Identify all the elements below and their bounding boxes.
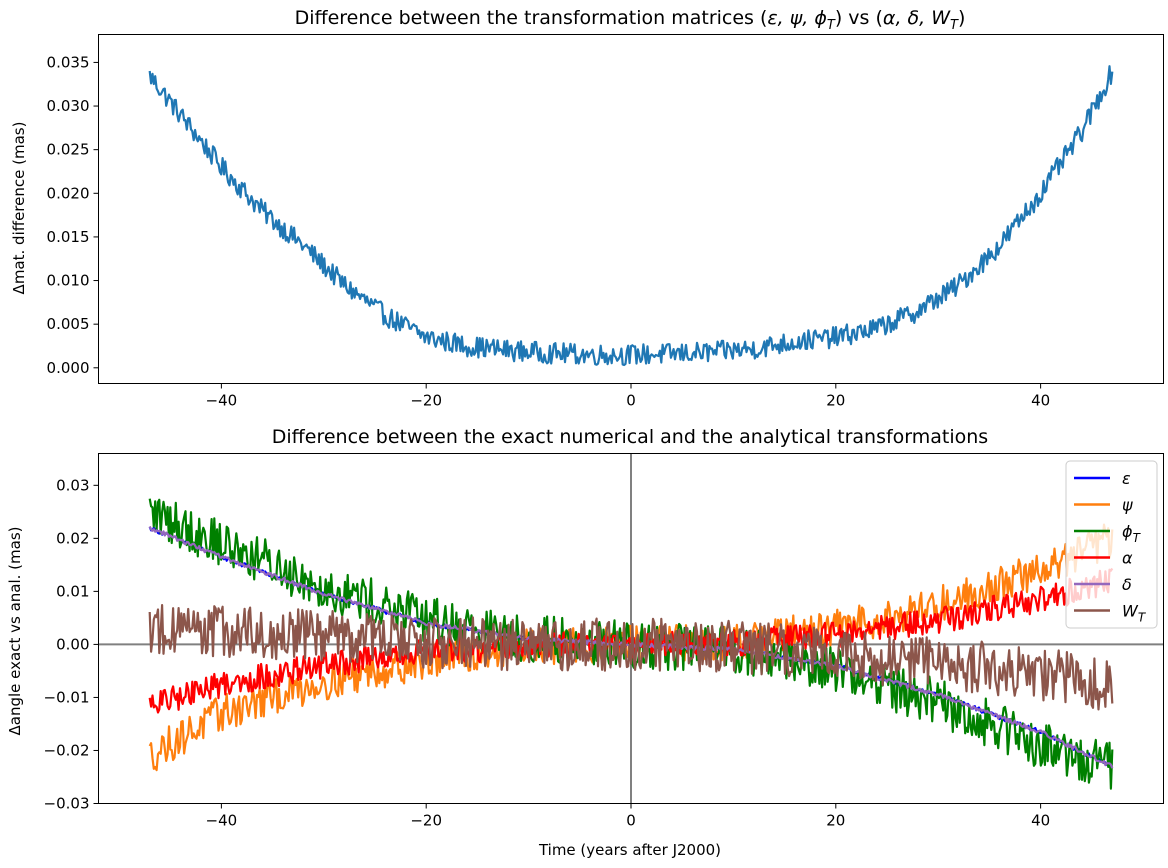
- y-tick-label: 0.020: [47, 184, 90, 202]
- legend-box: [1065, 460, 1158, 629]
- legend: εψ ϕT αδ WT: [1065, 460, 1158, 629]
- legend-label: ε: [1122, 469, 1131, 488]
- bottom-title: Difference between the exact numerical a…: [272, 426, 988, 448]
- y-tick-label: 0.010: [47, 272, 90, 290]
- legend-label: δ: [1122, 575, 1132, 594]
- series-line-5: [148, 604, 1114, 711]
- y-tick-label: 0.01: [56, 582, 89, 600]
- y-tick-label: 0.02: [56, 529, 89, 547]
- legend-label: ϕT: [1122, 522, 1142, 545]
- x-tick-label: −40: [206, 392, 238, 410]
- bottom-ylabel: Δangle exact vs anal. (mas): [6, 527, 24, 736]
- top-lines: [148, 65, 1114, 367]
- y-tick-label: 0.000: [47, 359, 90, 377]
- top-axes-frame: [98, 34, 1164, 384]
- top-title: Difference between the transformation ma…: [295, 7, 966, 33]
- panel-top: Difference between the transformation ma…: [10, 7, 1164, 410]
- y-tick-label: 0.030: [47, 97, 90, 115]
- x-tick-label: −20: [410, 812, 442, 830]
- series-line-matrix-difference: [148, 65, 1114, 367]
- x-tick-label: 0: [626, 812, 636, 830]
- bottom-axes-frame: [98, 453, 1164, 804]
- legend-label: ψ: [1122, 496, 1133, 515]
- legend-label: WT: [1122, 602, 1147, 625]
- y-tick-label: 0.025: [47, 141, 90, 159]
- x-tick-label: 20: [826, 392, 845, 410]
- y-tick-label: −0.01: [44, 688, 90, 706]
- bottom-ticks: −40 −20 0 20 40 −0.03 −0.02 −0.01 0.00 0.01 0.02 0.…: [44, 476, 1051, 829]
- y-tick-label: 0.005: [47, 315, 90, 333]
- x-tick-label: 20: [826, 812, 845, 830]
- top-ticks: −40 −20 0 20 40 0.000 0.005 0.010 0.015 0.020 0.02…: [47, 53, 1051, 409]
- x-tick-label: 40: [1031, 392, 1050, 410]
- x-tick-label: −20: [410, 392, 442, 410]
- y-tick-label: −0.02: [44, 741, 90, 759]
- x-tick-label: 40: [1031, 812, 1050, 830]
- y-tick-label: 0.00: [56, 635, 89, 653]
- y-tick-label: 0.03: [56, 476, 89, 494]
- x-tick-label: 0: [626, 392, 636, 410]
- legend-label: α: [1122, 549, 1133, 568]
- bottom-xlabel: Time (years after J2000): [538, 841, 721, 859]
- y-tick-label: 0.015: [47, 228, 90, 246]
- y-tick-label: −0.03: [44, 795, 90, 813]
- panel-bottom: Difference between the exact numerical a…: [6, 426, 1164, 859]
- top-ylabel: Δmat. difference (mas): [10, 122, 28, 295]
- x-tick-label: −40: [206, 812, 238, 830]
- bottom-lines: [148, 498, 1114, 790]
- y-tick-label: 0.035: [47, 53, 90, 71]
